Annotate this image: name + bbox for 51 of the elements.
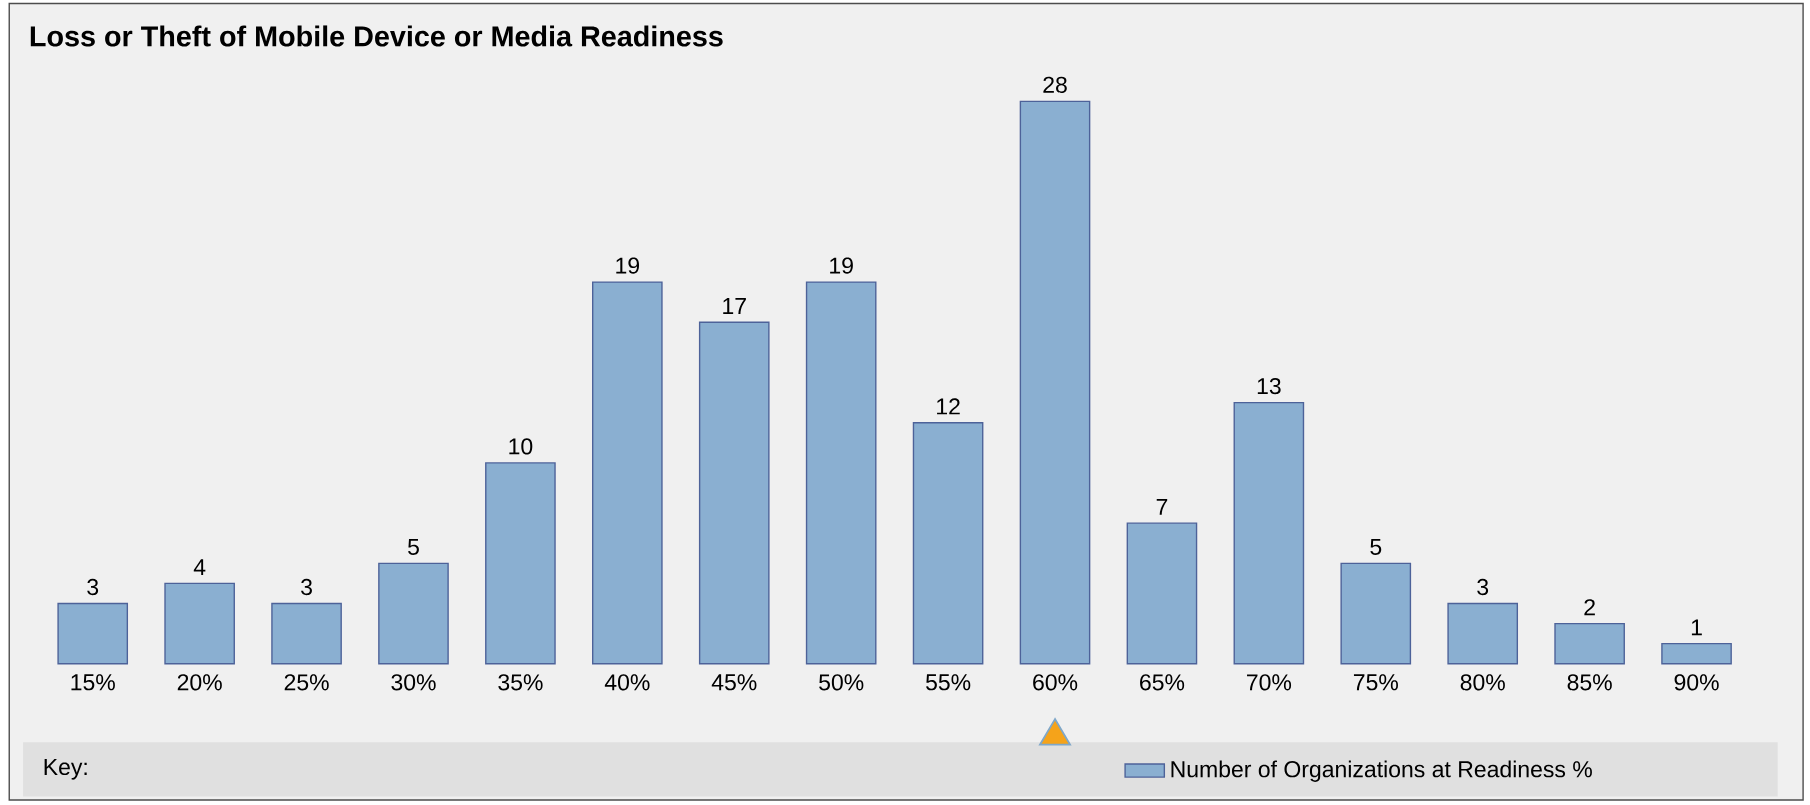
x-tick-label: 25%	[284, 674, 329, 691]
data-label: 3	[301, 579, 312, 596]
bar	[912, 422, 984, 665]
x-tick-label: 20%	[177, 674, 222, 691]
x-tick-label: 15%	[71, 674, 115, 691]
data-label: 13	[1257, 378, 1281, 395]
legend-title: Key:	[44, 759, 87, 780]
data-label: 3	[1477, 579, 1489, 596]
data-label: 5	[408, 539, 419, 556]
data-label: 7	[1156, 499, 1168, 515]
x-tick-label: 85%	[1567, 674, 1612, 691]
x-tick-label: 45%	[711, 674, 757, 691]
bar	[164, 582, 235, 665]
legend-label: Number of Organizations at Readiness %	[1171, 760, 1592, 783]
x-tick-label: 35%	[498, 674, 543, 691]
bar	[1661, 643, 1732, 665]
data-label: 12	[937, 398, 960, 415]
bar	[271, 603, 342, 665]
bar	[1340, 562, 1412, 665]
data-label: 4	[193, 559, 206, 576]
data-label: 5	[1370, 539, 1382, 556]
data-label: 10	[509, 438, 533, 455]
x-tick-label: 30%	[391, 674, 436, 691]
data-label: 28	[1043, 76, 1067, 94]
bar	[485, 462, 556, 665]
x-tick-label: 65%	[1140, 674, 1185, 691]
x-tick-label: 55%	[926, 674, 971, 691]
bar	[805, 281, 877, 665]
x-tick-label: 70%	[1247, 674, 1292, 691]
data-label: 2	[1584, 599, 1595, 616]
x-tick-label: 50%	[819, 674, 864, 691]
data-label: 19	[616, 257, 640, 274]
x-tick-label: 90%	[1674, 674, 1719, 691]
chart-title: Loss or Theft of Mobile Device or Media Readiness	[30, 25, 723, 47]
bar	[1447, 603, 1519, 665]
bar	[1554, 623, 1625, 665]
bar	[592, 281, 663, 665]
bar	[698, 321, 770, 665]
data-label: 17	[723, 298, 746, 315]
bar	[1126, 522, 1198, 665]
x-tick-label: 60%	[1033, 674, 1078, 691]
bar	[1019, 100, 1091, 665]
bar	[378, 562, 449, 665]
data-label: 19	[830, 257, 853, 274]
x-tick-label: 40%	[604, 674, 650, 691]
bar	[1233, 402, 1305, 665]
data-label: 3	[87, 579, 99, 596]
x-tick-label: 80%	[1460, 674, 1505, 691]
data-label: 1	[1691, 619, 1702, 636]
bar	[57, 603, 129, 665]
x-tick-label: 75%	[1353, 674, 1398, 691]
